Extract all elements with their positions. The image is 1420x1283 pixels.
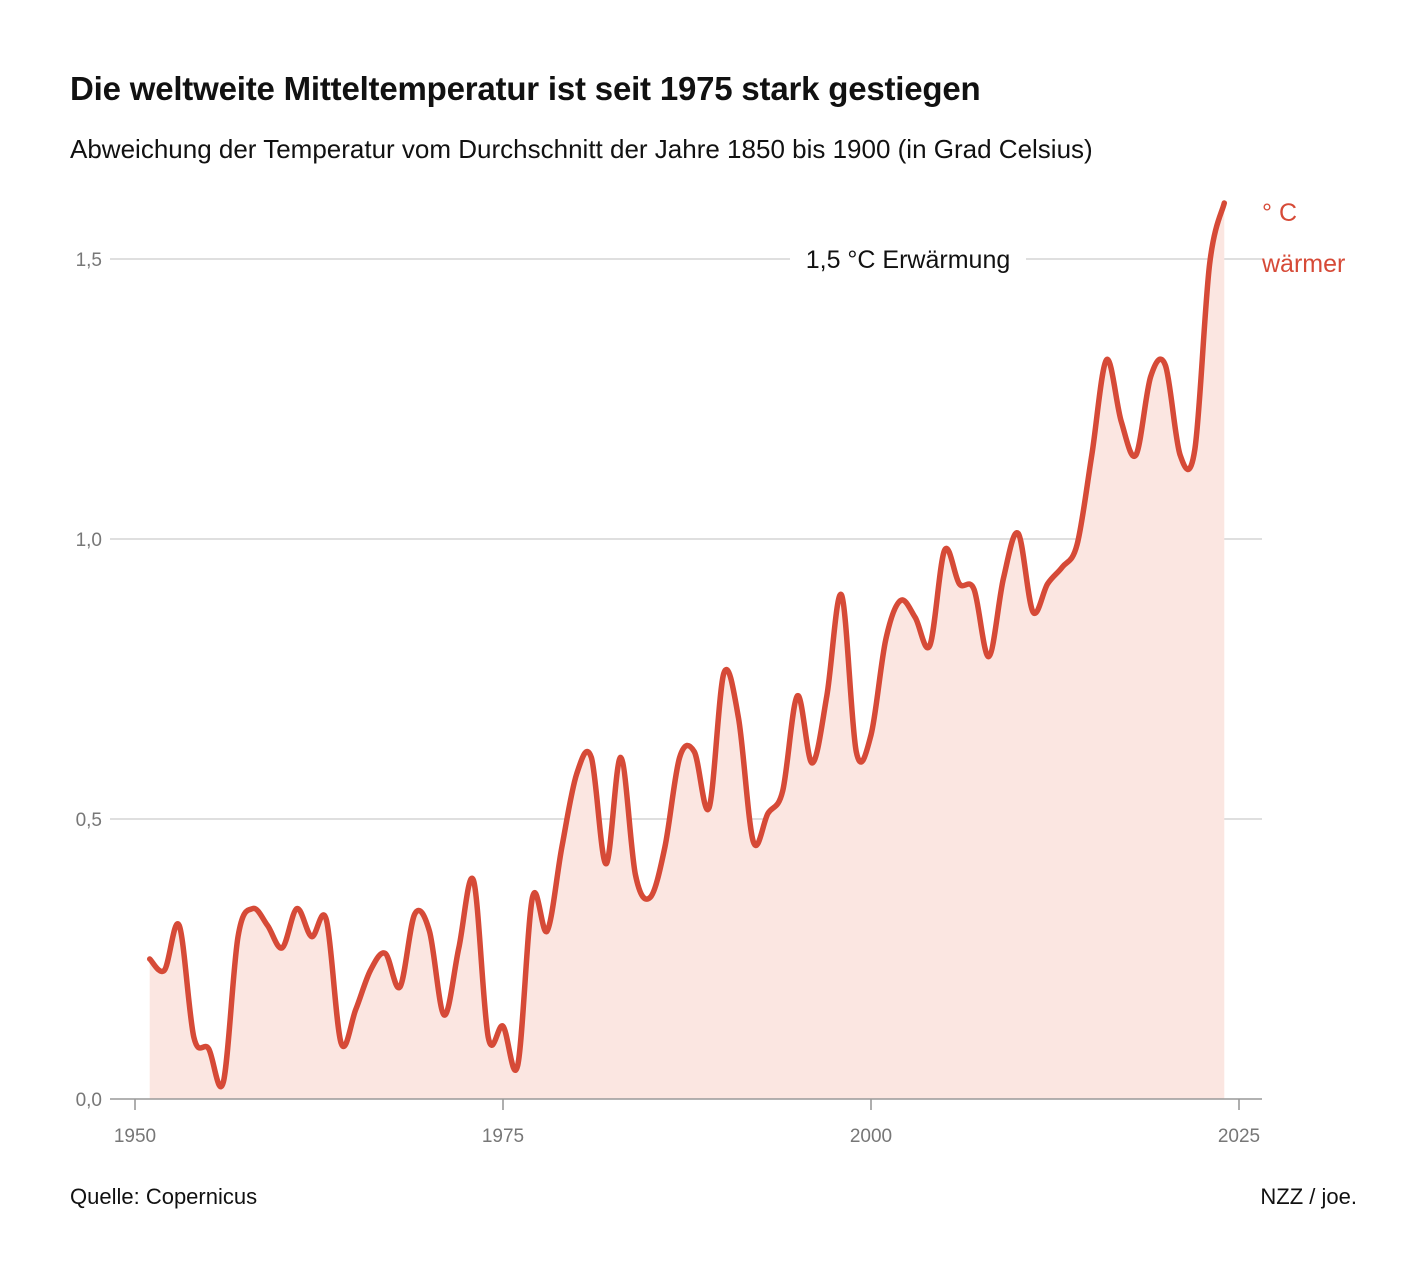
reference-label-background xyxy=(790,241,1026,277)
reference-line-label: 1,5 °C Erwärmung xyxy=(806,246,1011,274)
area-layer xyxy=(149,203,1225,1099)
credit-note: NZZ / joe. xyxy=(1260,1184,1357,1209)
line-layer xyxy=(146,200,1228,1090)
chart-subtitle: Abweichung der Temperatur vom Durchschni… xyxy=(70,134,1093,164)
y-tick-label: 0,5 xyxy=(76,810,102,831)
y-tick-label: 1,0 xyxy=(76,530,102,551)
x-tick-label: 1950 xyxy=(114,1126,156,1147)
x-axis xyxy=(110,1098,1262,1110)
label-layer: 0,0 0,5 1,0 1,5 1950 1975 2000 2025 1,5 °C Erwär… xyxy=(76,199,1346,1147)
chart-title: Die weltweite Mitteltemperatur ist seit … xyxy=(70,70,981,107)
series-line xyxy=(146,200,1228,1090)
series-unit-label: wärmer xyxy=(1261,250,1345,278)
source-note: Quelle: Copernicus xyxy=(70,1184,258,1209)
x-tick-label: 1975 xyxy=(482,1126,524,1147)
x-tick-label: 2000 xyxy=(850,1126,892,1147)
x-tick-label: 2025 xyxy=(1218,1126,1260,1147)
y-tick-label: 1,5 xyxy=(76,250,102,271)
y-tick-label: 0,0 xyxy=(76,1090,102,1111)
series-area xyxy=(149,203,1225,1099)
series-unit-label: ° C xyxy=(1262,199,1297,227)
